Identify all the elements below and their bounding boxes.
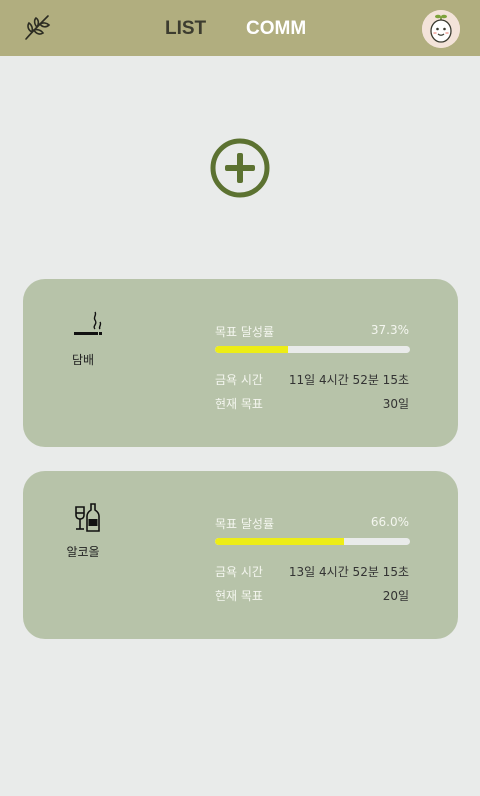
current-goal-label: 현재 목표	[215, 589, 263, 603]
abstain-time-value: 13일 4시간 52분 15초	[288, 565, 409, 579]
app-header: LIST COMM	[0, 0, 480, 56]
add-habit-button[interactable]	[209, 137, 271, 199]
habit-card-alcohol[interactable]: 알코올 목표 달성률 66.0% 금욕 시간 13일 4시간 52분 15초 현…	[23, 471, 458, 639]
goal-rate-label: 목표 달성률	[215, 517, 275, 531]
progress-bar-fill	[215, 346, 288, 353]
progress-bar	[215, 346, 410, 353]
avatar[interactable]	[422, 10, 460, 48]
cigarette-icon	[74, 311, 102, 335]
abstain-time-label: 금욕 시간	[215, 373, 263, 387]
habit-name: 알코올	[66, 545, 100, 559]
habit-name: 담배	[71, 353, 95, 367]
sprout-face-icon	[422, 10, 460, 48]
current-goal-value: 20일	[382, 589, 409, 603]
goal-rate-value: 37.3%	[370, 323, 409, 337]
goal-rate-value: 66.0%	[370, 515, 409, 529]
goal-rate-label: 목표 달성률	[215, 325, 275, 339]
leaf-branch-icon[interactable]	[22, 12, 52, 42]
habit-card-cigarette[interactable]: 담배 목표 달성률 37.3% 금욕 시간 11일 4시간 52분 15초 현재…	[23, 279, 458, 447]
abstain-time-label: 금욕 시간	[215, 565, 263, 579]
current-goal-label: 현재 목표	[215, 397, 263, 411]
progress-bar	[215, 538, 410, 545]
abstain-time-value: 11일 4시간 52분 15초	[288, 373, 409, 387]
progress-bar-fill	[215, 538, 344, 545]
current-goal-value: 30일	[382, 397, 409, 411]
alcohol-bottle-icon	[75, 503, 100, 532]
nav-tab-list[interactable]: LIST	[165, 18, 207, 39]
nav-tab-comm[interactable]: COMM	[246, 18, 307, 39]
